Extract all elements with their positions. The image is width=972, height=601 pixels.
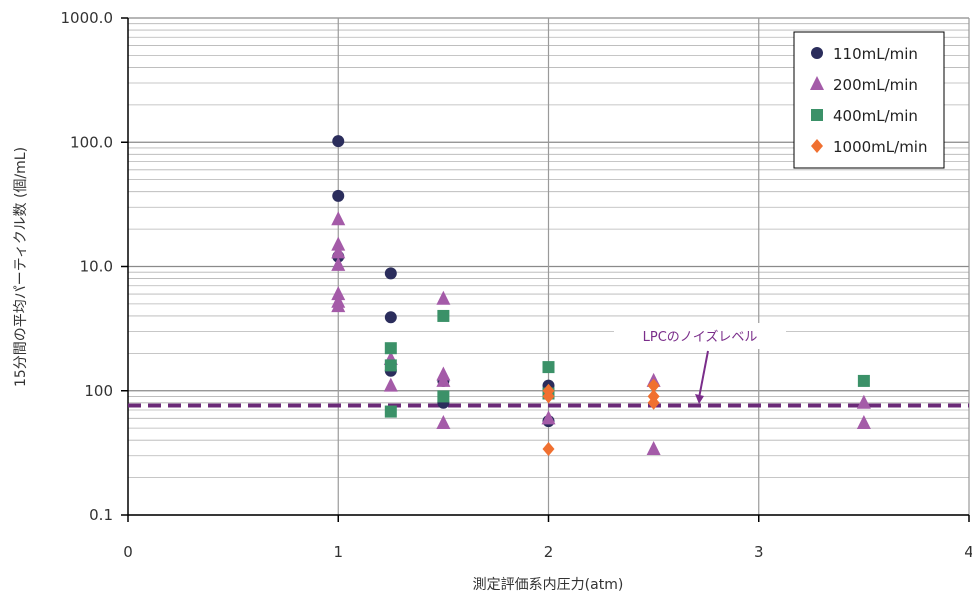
legend-marker <box>810 76 824 90</box>
series-triangle-group <box>331 211 871 455</box>
data-point <box>436 372 451 387</box>
data-point <box>542 441 555 456</box>
x-tick-label: 2 <box>544 543 554 561</box>
data-point <box>331 256 346 271</box>
data-point <box>331 298 346 313</box>
series-square-group <box>384 309 870 418</box>
legend-marker <box>811 139 823 153</box>
data-point <box>436 290 451 305</box>
data-point <box>437 309 450 322</box>
data-point <box>331 236 346 251</box>
legend-label: 400mL/min <box>833 107 918 125</box>
legend-label: 200mL/min <box>833 76 918 94</box>
x-tick-label: 1 <box>333 543 343 561</box>
y-axis-title: 15分間の平均パーティクル数 (個/mL) <box>13 147 29 387</box>
noise-level-annotation: LPCのノイズレベル <box>614 323 786 404</box>
data-point <box>331 211 346 226</box>
x-tick-label: 0 <box>123 543 133 561</box>
annotation-arrow-head <box>695 394 704 404</box>
data-point <box>542 361 555 374</box>
data-point <box>383 377 398 392</box>
data-point <box>542 389 555 404</box>
data-point <box>331 244 346 259</box>
tick-labels: 0.1 100 10.0 100.0 1000.0 0 1 2 3 4 <box>61 9 972 561</box>
annotation-box <box>614 323 786 349</box>
data-point <box>856 394 871 409</box>
legend-label: 1000mL/min <box>833 138 927 156</box>
x-axis-title: 測定評価系内圧力(atm) <box>473 577 624 593</box>
legend-label: 110mL/min <box>833 45 918 63</box>
data-point <box>384 311 397 324</box>
legend-marker <box>811 47 823 59</box>
data-points <box>331 135 871 456</box>
legend-marker <box>811 109 823 121</box>
y-tick-label: 10.0 <box>80 258 113 276</box>
data-point <box>647 395 660 410</box>
data-point <box>384 267 397 280</box>
data-point <box>857 374 870 387</box>
data-point <box>436 415 451 430</box>
data-point <box>647 378 660 393</box>
data-point <box>384 359 397 372</box>
y-tick-label: 0.1 <box>89 506 113 524</box>
data-point <box>856 415 871 430</box>
y-tick-label: 100.0 <box>70 133 113 151</box>
x-tick-label: 3 <box>754 543 764 561</box>
data-point <box>384 405 397 418</box>
x-tick-label: 4 <box>964 543 972 561</box>
data-point <box>646 440 661 455</box>
annotation-label: LPCのノイズレベル <box>643 329 758 345</box>
annotation-arrow-shaft <box>698 350 709 399</box>
series-diamond-group <box>542 378 660 456</box>
plot-axes <box>121 17 970 522</box>
y-tick-label: 100 <box>84 382 113 400</box>
data-point <box>331 286 346 301</box>
legend: 110mL/min 200mL/min 400mL/min 1000mL/min <box>793 31 945 169</box>
data-point <box>332 135 345 148</box>
data-point <box>541 410 556 425</box>
y-tick-label: 1000.0 <box>61 9 114 27</box>
data-point <box>437 390 450 403</box>
data-point <box>384 342 397 355</box>
data-point <box>332 189 345 202</box>
